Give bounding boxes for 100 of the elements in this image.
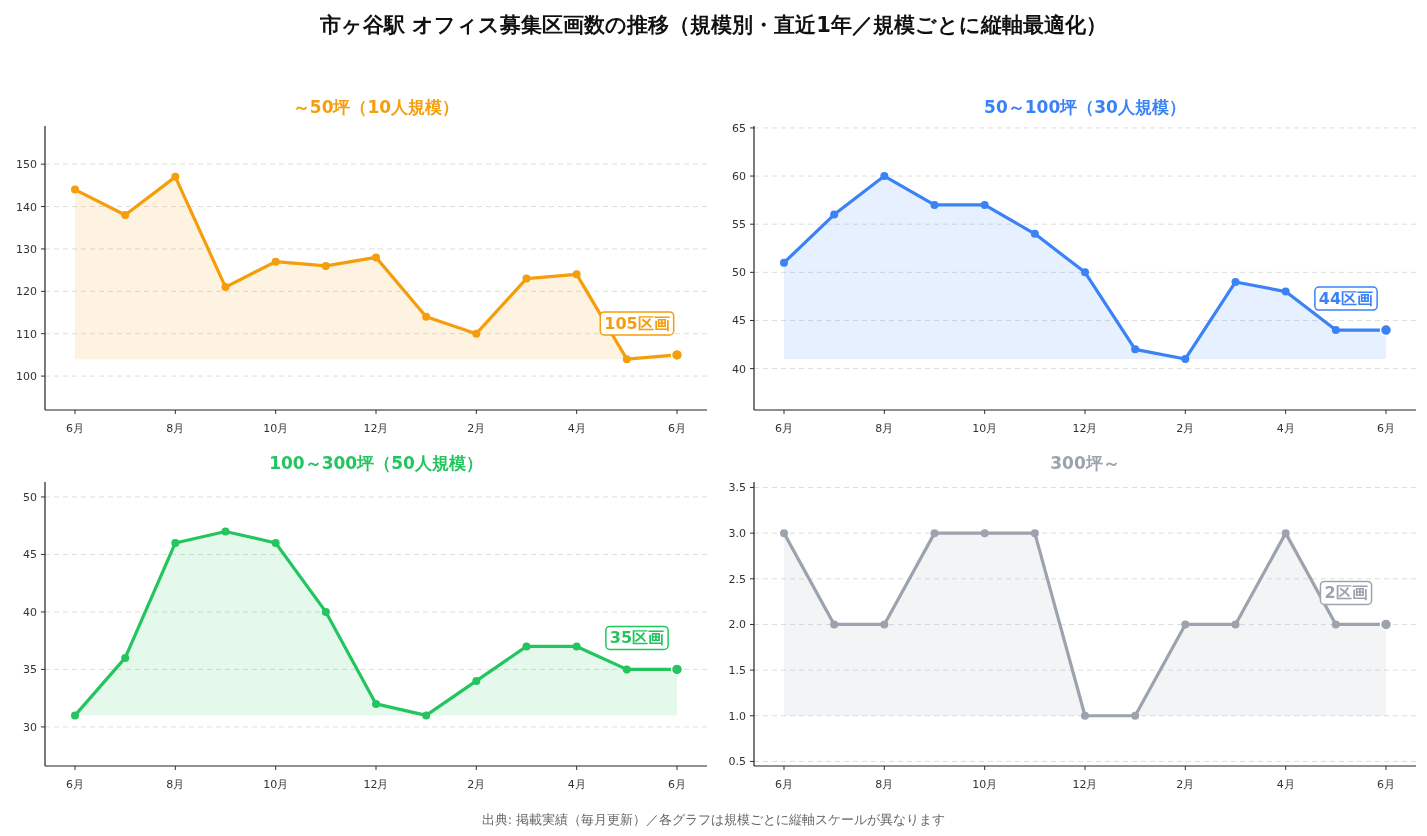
x-tick-label: 2月 — [467, 778, 486, 791]
y-tick-label: 55 — [732, 218, 746, 232]
y-tick-label: 3.5 — [728, 481, 746, 495]
point — [1281, 529, 1290, 538]
x-tick-label: 2月 — [1176, 422, 1195, 435]
x-tick-label: 6月 — [66, 422, 84, 435]
x-tick-label: 6月 — [668, 422, 686, 435]
point — [71, 185, 79, 194]
point — [522, 274, 531, 283]
point — [1331, 326, 1340, 335]
x-tick-label: 6月 — [66, 778, 84, 791]
x-tick-label: 10月 — [972, 422, 998, 435]
point — [930, 529, 939, 538]
point — [271, 257, 280, 266]
point — [980, 529, 989, 538]
point — [221, 283, 230, 292]
x-tick-label: 6月 — [775, 778, 793, 791]
point — [372, 253, 380, 262]
point — [171, 172, 180, 181]
x-tick-label: 2月 — [467, 422, 486, 435]
annotation: 2区画 — [1324, 583, 1368, 603]
y-tick-label: 45 — [732, 314, 746, 328]
point — [780, 258, 788, 267]
point — [572, 642, 581, 651]
point — [1231, 620, 1240, 629]
point — [171, 538, 180, 547]
y-tick-label: 45 — [23, 548, 37, 562]
point — [71, 711, 79, 720]
x-tick-label: 6月 — [1377, 778, 1395, 791]
x-tick-label: 4月 — [1276, 778, 1295, 791]
y-tick-label: 3.0 — [728, 527, 746, 541]
x-tick-label: 8月 — [166, 778, 185, 791]
x-tick-label: 10月 — [263, 422, 289, 435]
y-tick-label: 50 — [23, 490, 37, 504]
point — [1281, 287, 1290, 296]
y-tick-label: 35 — [23, 663, 37, 677]
point — [1231, 277, 1240, 286]
point — [1181, 620, 1190, 629]
y-tick-label: 150 — [16, 158, 37, 172]
x-tick-label: 8月 — [875, 778, 894, 791]
x-tick-label: 2月 — [1176, 778, 1195, 791]
y-tick-label: 65 — [732, 121, 746, 135]
annotation: 35区画 — [609, 628, 665, 648]
point — [472, 676, 481, 685]
x-tick-label: 8月 — [166, 422, 185, 435]
point — [1030, 529, 1039, 538]
point — [880, 172, 889, 181]
chart-title: ～50坪（10人規模） — [292, 97, 460, 117]
x-tick-label: 6月 — [668, 778, 686, 791]
y-tick-label: 120 — [16, 285, 37, 299]
point — [1331, 620, 1340, 629]
point — [1181, 354, 1190, 363]
point — [321, 607, 330, 616]
x-tick-label: 10月 — [263, 778, 289, 791]
point — [830, 620, 839, 629]
point — [221, 527, 230, 536]
point — [271, 538, 280, 547]
point — [930, 200, 939, 209]
source-note: 出典: 掲載実績（毎月更新）／各グラフは規模ごとに縦軸スケールが異なります — [481, 812, 946, 827]
chart-title: 300坪～ — [1050, 453, 1120, 473]
chart-title: 50～100坪（30人規模） — [984, 97, 1186, 117]
x-tick-label: 4月 — [567, 778, 586, 791]
y-tick-label: 130 — [16, 242, 37, 256]
y-tick-label: 2.5 — [728, 572, 746, 586]
point — [780, 529, 788, 538]
point — [1081, 711, 1089, 720]
y-tick-label: 1.0 — [728, 709, 746, 723]
y-tick-label: 40 — [732, 362, 746, 376]
y-tick-label: 40 — [23, 605, 37, 619]
point — [880, 620, 889, 629]
y-tick-label: 0.5 — [728, 755, 746, 769]
annotation: 105区画 — [604, 313, 670, 333]
y-tick-label: 50 — [732, 266, 746, 280]
y-tick-label: 30 — [23, 720, 37, 734]
point — [572, 270, 581, 279]
chart-title: 100～300坪（50人規模） — [269, 453, 483, 473]
point — [522, 642, 531, 651]
y-tick-label: 60 — [732, 170, 746, 184]
point — [1030, 229, 1039, 238]
point — [1081, 268, 1089, 277]
x-tick-label: 4月 — [567, 422, 586, 435]
x-tick-label: 6月 — [775, 422, 793, 435]
x-tick-label: 12月 — [363, 778, 389, 791]
x-tick-label: 12月 — [363, 422, 389, 435]
y-tick-label: 140 — [16, 200, 37, 214]
point — [830, 210, 839, 219]
x-tick-label: 10月 — [972, 778, 998, 791]
point — [121, 653, 130, 662]
annotation: 44区画 — [1318, 289, 1374, 309]
y-tick-label: 2.0 — [728, 618, 746, 632]
x-tick-label: 12月 — [1072, 422, 1098, 435]
point — [472, 329, 481, 338]
y-tick-label: 110 — [16, 327, 37, 341]
x-tick-label: 6月 — [1377, 422, 1395, 435]
point — [622, 355, 631, 364]
point — [422, 312, 431, 321]
y-tick-label: 1.5 — [728, 664, 746, 678]
point — [422, 711, 431, 720]
point — [372, 699, 380, 708]
point — [321, 261, 330, 270]
